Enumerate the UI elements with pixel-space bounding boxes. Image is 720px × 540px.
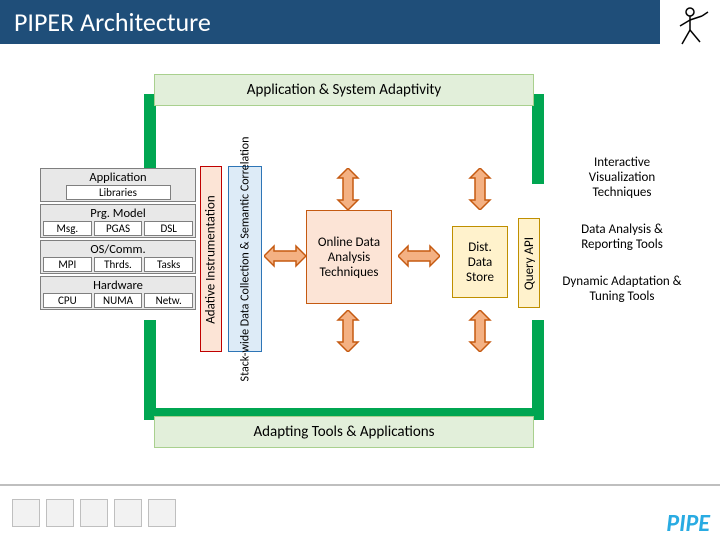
page-title: PIPER Architecture	[14, 6, 211, 38]
arrow-sc-center	[264, 244, 306, 268]
architecture-diagram: Application & System Adaptivity Adapting…	[40, 60, 680, 460]
arrow-dist-top	[468, 168, 492, 210]
stack-mpi: MPI	[43, 257, 92, 272]
piper-logo-icon	[668, 4, 712, 48]
arrow-center-bot	[336, 310, 360, 352]
stackwide-collection-bar: Stack-wide Data Collection & Semantic Co…	[228, 166, 262, 352]
logo-1-icon	[12, 499, 40, 527]
stack-msg: Msg.	[43, 221, 92, 236]
top-banner: Application & System Adaptivity	[154, 74, 534, 106]
stack-thrds: Thrds.	[94, 257, 143, 272]
arrow-center-dist	[398, 244, 440, 268]
label-reporting: Data Analysis & Reporting Tools	[560, 223, 684, 253]
logo-5-icon	[148, 499, 176, 527]
logo-3-icon	[80, 499, 108, 527]
stack-cpu: CPU	[43, 293, 92, 308]
stack-numa: NUMA	[94, 293, 143, 308]
stack-pgas: PGAS	[94, 221, 143, 236]
dist-data-store-box: Dist. Data Store	[452, 226, 508, 298]
adaptive-instrumentation-bar: Adative Instrumentation	[200, 166, 222, 352]
logo-4-icon	[114, 499, 142, 527]
arrow-dist-bot	[468, 310, 492, 352]
stack-hw: Hardware	[43, 278, 193, 293]
title-bar: PIPER Architecture	[0, 0, 720, 44]
logo-2-icon	[46, 499, 74, 527]
stack-prgmodel: Prg. Model	[43, 206, 193, 221]
query-api-bar: Query API	[518, 218, 540, 308]
online-analysis-box: Online Data Analysis Techniques	[306, 210, 392, 304]
arrow-center-top	[336, 168, 360, 210]
stack-dsl: DSL	[144, 221, 193, 236]
stack-libs: Libraries	[66, 185, 171, 200]
stack-app: Application	[43, 170, 193, 185]
stack-os: OS/Comm.	[43, 242, 193, 257]
label-tuning: Dynamic Adaptation & Tuning Tools	[560, 275, 684, 305]
stack-netw: Netw.	[144, 293, 193, 308]
bottom-banner: Adapting Tools & Applications	[154, 416, 534, 448]
stack-tasks: Tasks	[144, 257, 193, 272]
label-visualization: Interactive Visualization Techniques	[560, 156, 684, 201]
pipe-brand: PIPE	[666, 509, 710, 538]
right-labels: Interactive Visualization Techniques Dat…	[560, 156, 684, 327]
software-stack: Application Libraries Prg. Model Msg. PG…	[40, 168, 196, 312]
footer	[0, 484, 720, 540]
